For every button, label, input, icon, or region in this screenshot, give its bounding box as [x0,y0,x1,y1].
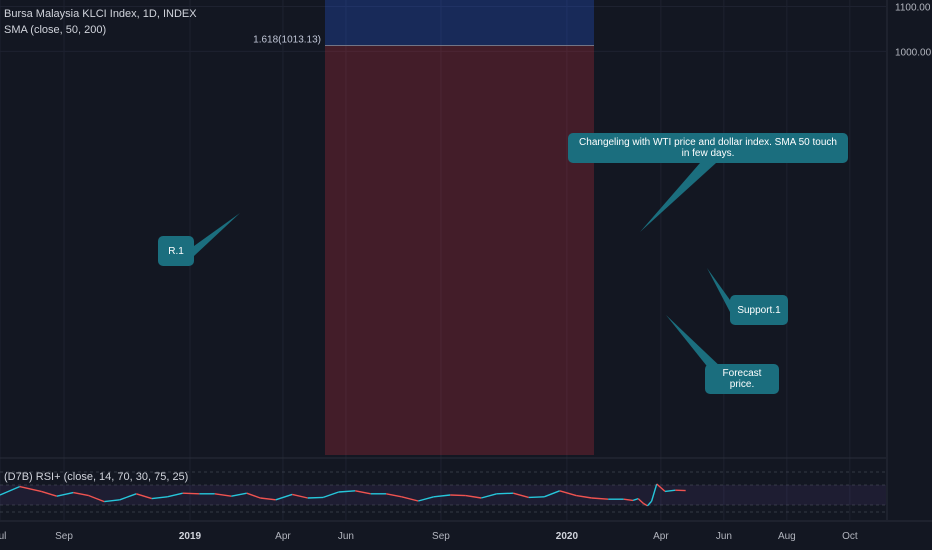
rsi-segment [650,483,658,502]
rsi-segment [591,497,609,500]
rsi-segment [513,492,529,499]
rsi-segment [19,485,42,493]
rsi-segment [465,494,482,499]
time-tick-label: Jun [338,531,354,542]
rsi-segment [642,502,648,507]
callout-forecast-tail [666,315,724,370]
rsi-segment [307,496,324,499]
time-tick-label: Jun [716,531,732,542]
rsi-segment [88,494,105,503]
rsi-segment [275,493,293,501]
callout-support[interactable]: Support.1 [730,295,788,325]
rsi-segment [646,500,653,507]
rsi-segment [104,499,120,503]
rsi-segment [433,494,451,498]
time-tick-label: Jul [0,531,6,542]
rsi-segment [418,496,434,502]
rsi-segment [623,498,634,502]
rsi-segment [656,483,666,492]
callout-forecast[interactable]: Forecast price. [705,364,779,394]
rsi-segment [338,490,356,493]
rsi-segment [292,493,308,499]
price-tick-label: 1000.00 [895,47,932,58]
rsi-segment [231,492,247,497]
rsi-segment [260,497,276,501]
fib-label: 1.618(1013.13) [253,34,321,45]
rsi-segment [355,490,371,495]
rsi-pane [0,457,886,513]
time-tick-label: Apr [653,531,669,542]
rsi-segment [41,490,58,497]
price-plot: 0(1523.80)0.236(1449.32)0.382(1403.24)0.… [0,0,886,520]
fib-extension-zone [325,45,594,455]
rsi-segment [119,493,137,501]
rsi-segment [136,493,153,500]
price-tick-label: 1100.00 [895,2,931,13]
callout-wti-tail [640,163,716,232]
rsi-segment [496,492,514,495]
callout-support-tail [707,268,730,312]
callout-wti[interactable]: Changeling with WTI price and dollar ind… [568,133,848,163]
callout-r1-tail [194,213,240,256]
time-tick-label: Sep [432,531,450,542]
time-tick-label: Aug [778,531,796,542]
price-axis: 1000.001100.001200.001300.001400.001500.… [886,0,932,520]
rsi-segment [182,492,200,495]
rsi-segment [56,491,74,497]
rsi-segment [401,496,419,502]
rsi-segment [528,496,545,499]
rsi-segment [386,493,402,498]
time-tick-label: Oct [842,531,858,542]
rsi-segment [543,490,560,498]
rsi-segment [73,491,89,497]
rsi-segment [559,490,577,497]
fib-zone [325,0,594,46]
sma-indicator-label: SMA (close, 50, 200) [4,24,107,36]
rsi-segment [450,494,466,497]
rsi-indicator-label: (D7B) RSI+ (close, 14, 70, 30, 75, 25) [4,471,189,483]
time-axis: Jul Sep 2019 Apr Jun Sep 2020 Apr Jun Aug Oct [0,520,932,542]
rsi-segment [322,491,339,499]
chart-title: Bursa Malaysia KLCI Index, 1D, INDEX [4,8,197,20]
rsi-segment [246,492,261,499]
time-tick-label: Sep [55,531,73,542]
callout-r1[interactable]: R.1 [158,236,194,266]
time-tick-label: 2019 [179,531,202,542]
rsi-segment [0,485,20,496]
rsi-segment [637,498,644,504]
time-tick-label: 2020 [556,531,579,542]
rsi-segment [151,496,168,500]
rsi-segment [576,494,592,499]
time-tick-label: Apr [275,531,291,542]
rsi-segment [167,492,183,498]
rsi-segment [632,497,639,502]
rsi-segment [214,493,232,497]
rsi-segment [664,489,676,493]
rsi-segment [481,493,497,499]
